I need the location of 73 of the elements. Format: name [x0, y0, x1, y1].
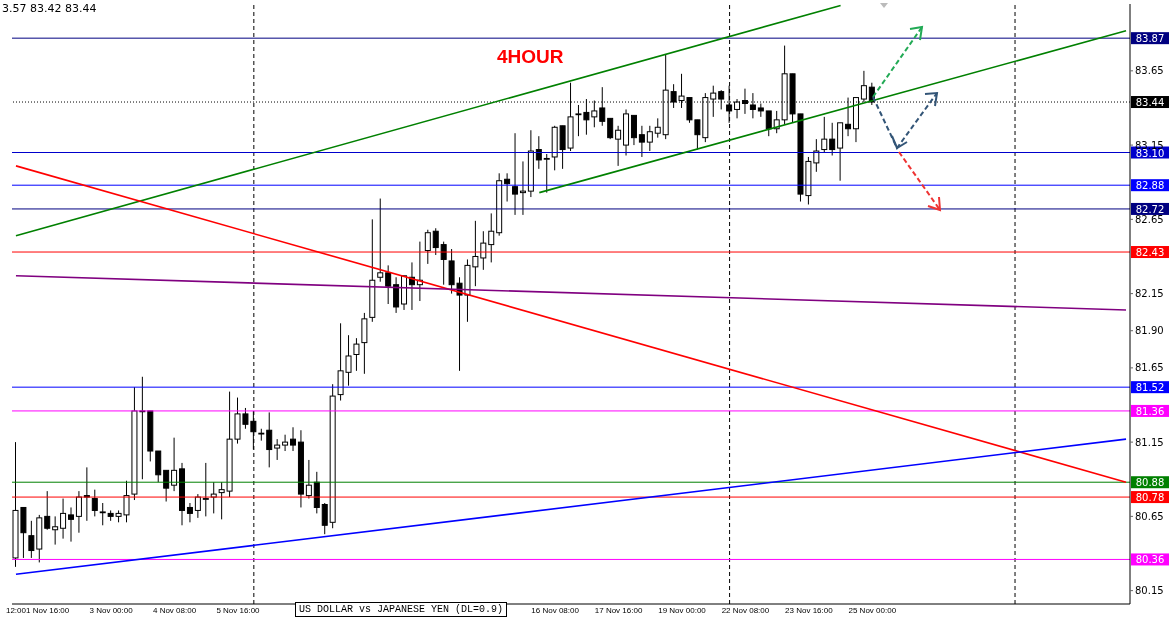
candlestick [361, 312, 368, 375]
x-tick-label: 4 Nov 08:00 [152, 606, 197, 615]
candlestick [68, 506, 74, 543]
ref-line-label: 80.36 [1135, 554, 1165, 566]
ref-line-label: 80.78 [1135, 492, 1165, 504]
candlestick [638, 125, 645, 158]
ref-line-label: 82.43 [1135, 247, 1165, 259]
candlestick [266, 411, 273, 468]
candlestick [194, 493, 201, 519]
candlestick [353, 337, 360, 372]
candlestick [432, 227, 439, 256]
candlestick [282, 434, 289, 452]
y-tick-label: 83.65 [1135, 65, 1164, 77]
y-tick-label: 81.65 [1135, 362, 1164, 374]
candlestick [424, 229, 431, 265]
candlestick [385, 264, 392, 305]
candlestick [99, 502, 106, 526]
y-tick-label: 82.65 [1135, 213, 1164, 225]
x-tick-label: 5 Nov 16:00 [216, 606, 261, 615]
candlestick [607, 117, 614, 140]
ref-line-label: 83.44 [1135, 97, 1165, 109]
y-tick-label: 82.15 [1135, 288, 1164, 300]
x-tick-label: 1 Nov 16:00 [26, 606, 70, 615]
y-tick-label: 80.65 [1135, 510, 1164, 522]
x-tick-label: 22 Nov 08:00 [721, 606, 770, 615]
candlestick [393, 276, 400, 314]
annotation: 3.57 83.42 83.44 [2, 2, 97, 15]
candlestick [321, 502, 328, 535]
text: US DOLLAR vs JAPANESE YEN (DL=0.9) [295, 602, 508, 617]
candlestick [155, 450, 162, 483]
candlestick [821, 116, 828, 154]
candlestick [519, 160, 526, 216]
text: 4HOUR [497, 46, 564, 68]
candlestick [186, 502, 193, 523]
candlestick [290, 426, 297, 452]
candlestick [202, 462, 209, 517]
candlestick [171, 437, 178, 492]
candlestick [52, 515, 59, 546]
y-tick-label: 81.15 [1135, 436, 1164, 448]
ref-line-label: 81.36 [1135, 405, 1165, 417]
candlestick [163, 469, 170, 503]
candlestick [630, 114, 637, 146]
candlestick [44, 490, 51, 531]
x-tick-label: 3 Nov 00:00 [89, 606, 134, 615]
x-tick-label: 23 Nov 16:00 [785, 606, 834, 615]
candlestick [305, 459, 312, 500]
candlestick [274, 438, 281, 461]
candlestick [91, 489, 98, 517]
candlestick [646, 125, 653, 152]
candlestick [654, 117, 661, 139]
x-tick-label: 25 Nov 00:00 [848, 606, 897, 615]
x-tick-label: 19 Nov 00:00 [658, 606, 707, 615]
ref-line-label: 82.72 [1135, 203, 1165, 215]
candlestick [488, 212, 495, 263]
ref-line-label: 82.88 [1135, 180, 1165, 192]
candlestick [504, 172, 511, 203]
candlestick [377, 198, 384, 283]
y-tick-label: 81.90 [1135, 325, 1164, 337]
candlestick [535, 135, 542, 170]
candlestick [512, 132, 519, 216]
ref-line-label: 81.52 [1135, 382, 1165, 394]
x-tick-label: 17 Nov 16:00 [594, 606, 643, 615]
y-tick-label: 80.15 [1135, 585, 1164, 597]
candlestick [543, 153, 550, 194]
candlestick [615, 125, 622, 167]
candlestick [60, 498, 67, 540]
ref-line-label: 83.87 [1135, 33, 1165, 45]
ref-line-label: 80.88 [1135, 477, 1165, 489]
x-tick-label: 16 Nov 08:00 [531, 606, 580, 615]
candlestick [829, 122, 836, 156]
candlestick [75, 490, 82, 534]
x-tick-label: 12:00 [5, 606, 27, 615]
candlestick [765, 110, 772, 137]
